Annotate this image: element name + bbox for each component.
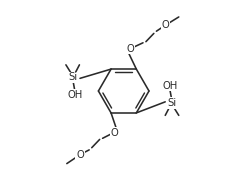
- Text: OH: OH: [162, 81, 177, 91]
- Text: OH: OH: [67, 90, 82, 100]
- Text: O: O: [110, 128, 118, 138]
- Text: Si: Si: [68, 72, 78, 82]
- Text: O: O: [76, 150, 84, 160]
- Text: Si: Si: [166, 98, 175, 108]
- Text: O: O: [126, 43, 133, 54]
- Text: O: O: [161, 20, 168, 30]
